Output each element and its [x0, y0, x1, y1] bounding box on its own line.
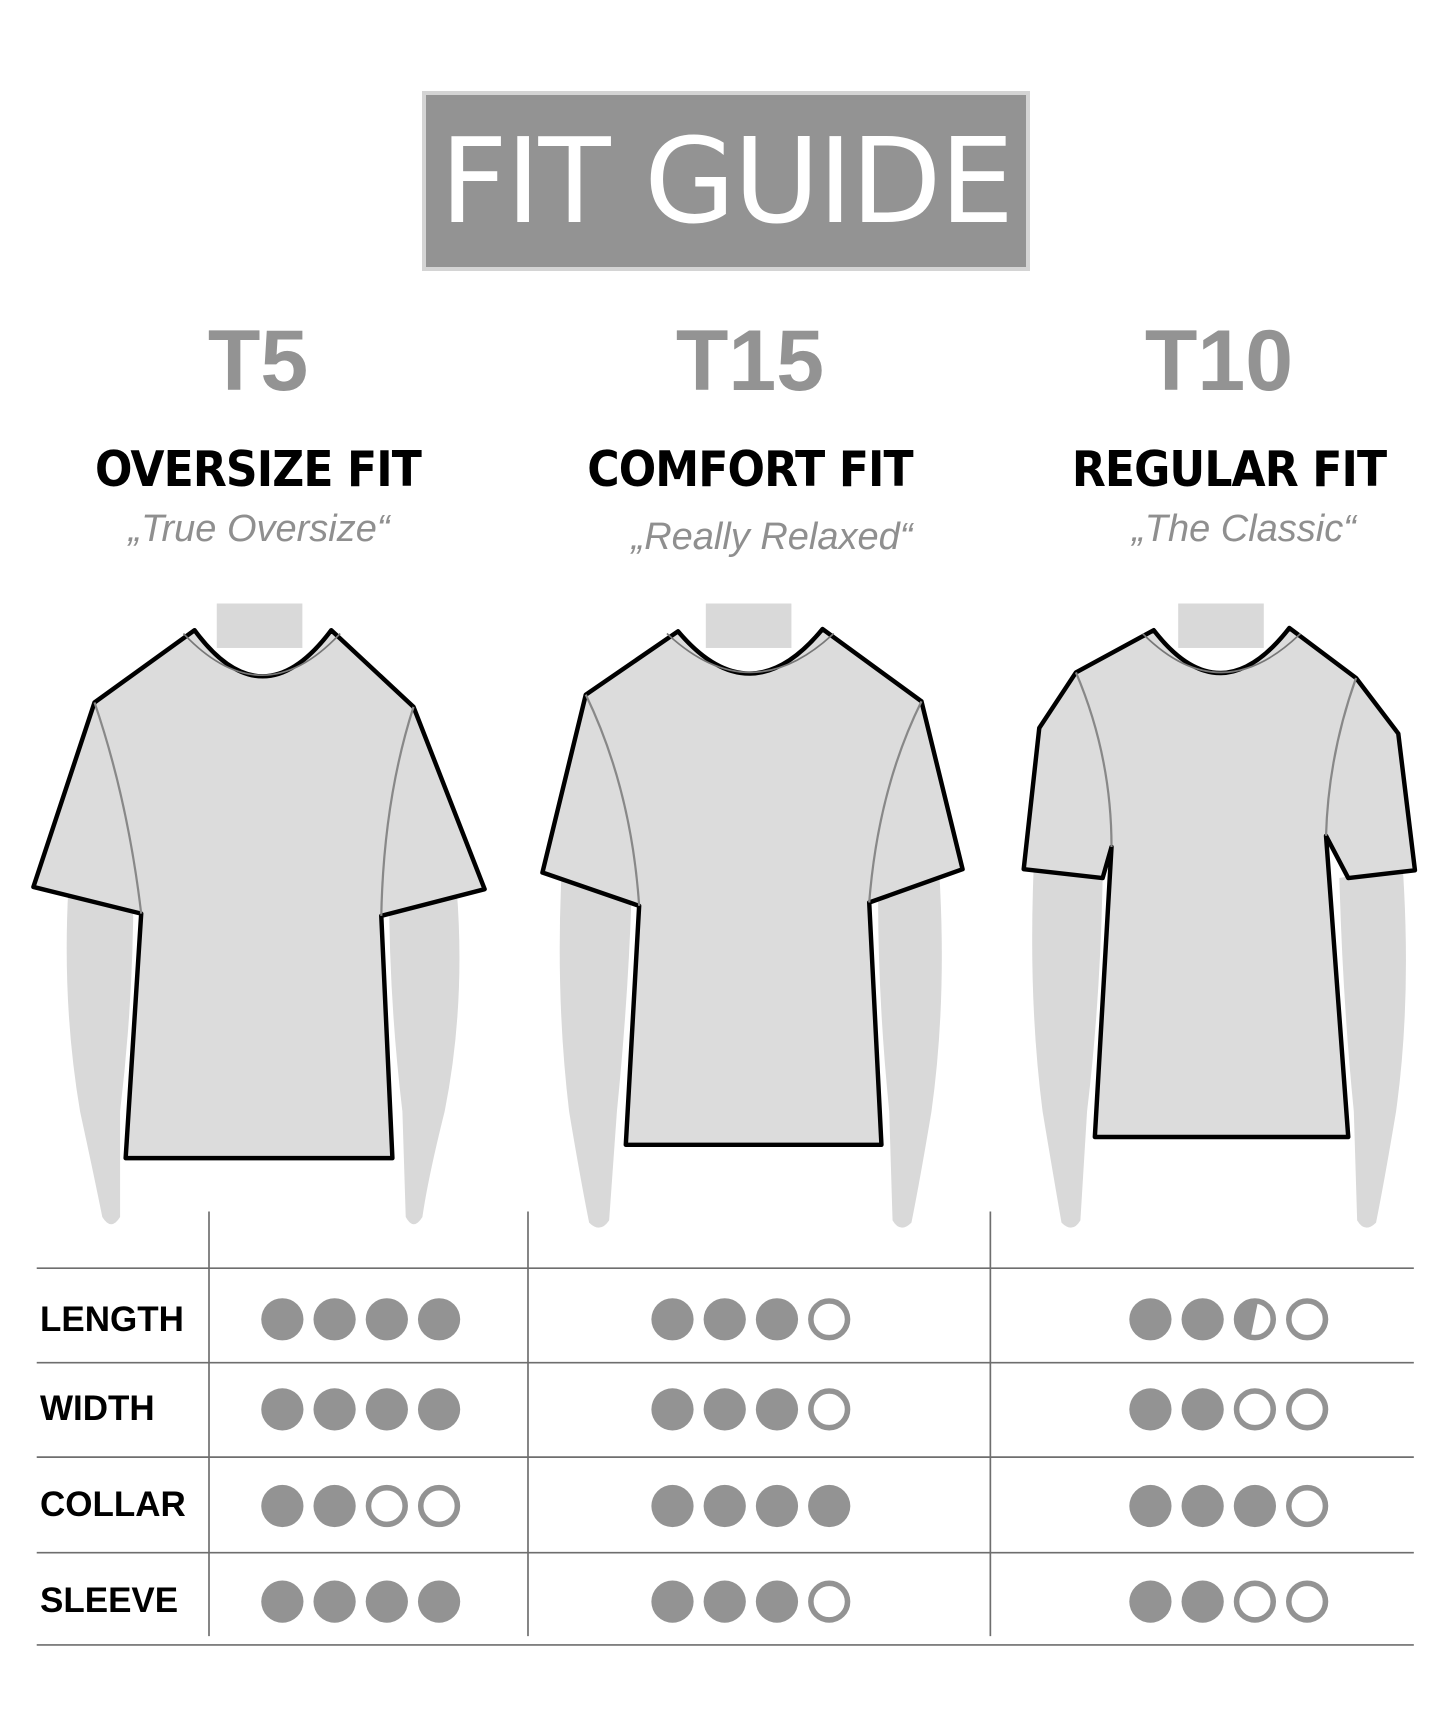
- page-title: FIT GUIDE: [439, 112, 1014, 250]
- title-banner: FIT GUIDE: [422, 91, 1030, 271]
- filled-dot: [365, 1388, 408, 1431]
- comfort-shirt-illustration: [540, 603, 965, 1228]
- filled-dot: [417, 1298, 461, 1341]
- row-label-width: WIDTH: [40, 1389, 155, 1428]
- filled-dot: [261, 1484, 304, 1528]
- filled-dot: [1181, 1388, 1224, 1431]
- product-code: T15: [675, 313, 825, 409]
- right-arm-silhouette: [389, 878, 460, 1225]
- filled-dot: [703, 1388, 746, 1431]
- row-label-collar: COLLAR: [40, 1485, 186, 1524]
- filled-dot: [1181, 1298, 1224, 1341]
- fit-name: OVERSIZE FIT: [95, 441, 422, 498]
- empty-dot: [808, 1580, 851, 1623]
- filled-dot: [261, 1580, 304, 1623]
- empty-dot: [1286, 1298, 1329, 1341]
- product-code: T5: [207, 313, 309, 409]
- filled-dot: [1181, 1484, 1224, 1528]
- filled-dot: [755, 1580, 799, 1623]
- filled-dot: [703, 1298, 746, 1341]
- shirt-outline: [1021, 625, 1418, 1140]
- filled-dot: [755, 1388, 799, 1431]
- empty-dot: [365, 1484, 408, 1528]
- filled-dot: [1129, 1388, 1172, 1431]
- filled-dot: [1129, 1484, 1172, 1528]
- fit-tagline: „True Oversize“: [128, 508, 390, 550]
- row-label-length: LENGTH: [40, 1300, 184, 1339]
- shirt-outline: [540, 626, 965, 1148]
- filled-dot: [365, 1298, 408, 1341]
- rating-table-grid: [36, 1211, 1414, 1646]
- filled-dot: [365, 1580, 408, 1623]
- left-arm-silhouette: [66, 878, 134, 1225]
- fit-tagline: „Really Relaxed“: [631, 516, 913, 558]
- filled-dot: [1129, 1580, 1172, 1623]
- filled-dot: [1181, 1580, 1224, 1623]
- empty-dot: [1233, 1580, 1277, 1623]
- filled-dot: [1129, 1298, 1172, 1341]
- row-label-sleeve: SLEEVE: [40, 1581, 179, 1620]
- filled-dot: [313, 1484, 356, 1528]
- half-fill: [1235, 1300, 1259, 1339]
- filled-dot: [313, 1388, 356, 1431]
- filled-dot: [261, 1298, 304, 1341]
- fit-name: COMFORT FIT: [587, 441, 913, 498]
- filled-dot: [651, 1580, 694, 1623]
- empty-dot: [1286, 1484, 1329, 1528]
- filled-dot: [1233, 1484, 1277, 1528]
- filled-dot: [651, 1484, 694, 1528]
- filled-dot: [703, 1580, 746, 1623]
- oversize-shirt-illustration: [31, 603, 487, 1225]
- filled-dot: [261, 1388, 304, 1431]
- empty-dot: [1286, 1580, 1329, 1623]
- filled-dot: [313, 1580, 356, 1623]
- filled-dot: [417, 1388, 461, 1431]
- filled-dot: [808, 1484, 851, 1528]
- empty-dot: [417, 1484, 461, 1528]
- empty-dot: [808, 1298, 851, 1341]
- filled-dot: [703, 1484, 746, 1528]
- filled-dot: [417, 1580, 461, 1623]
- shirt-outline: [31, 627, 487, 1161]
- filled-dot: [755, 1484, 799, 1528]
- fit-tagline: „The Classic“: [1132, 508, 1356, 550]
- fit-name: REGULAR FIT: [1071, 441, 1387, 498]
- regular-shirt-illustration: [1021, 603, 1418, 1228]
- empty-dot: [1286, 1388, 1329, 1431]
- neck-silhouette: [216, 603, 303, 648]
- rating-dots: [261, 1298, 1329, 1623]
- filled-dot: [651, 1298, 694, 1341]
- product-code: T10: [1144, 313, 1294, 409]
- filled-dot: [755, 1298, 799, 1341]
- filled-dot: [313, 1298, 356, 1341]
- empty-dot: [1233, 1388, 1277, 1431]
- empty-dot: [808, 1388, 851, 1431]
- filled-dot: [651, 1388, 694, 1431]
